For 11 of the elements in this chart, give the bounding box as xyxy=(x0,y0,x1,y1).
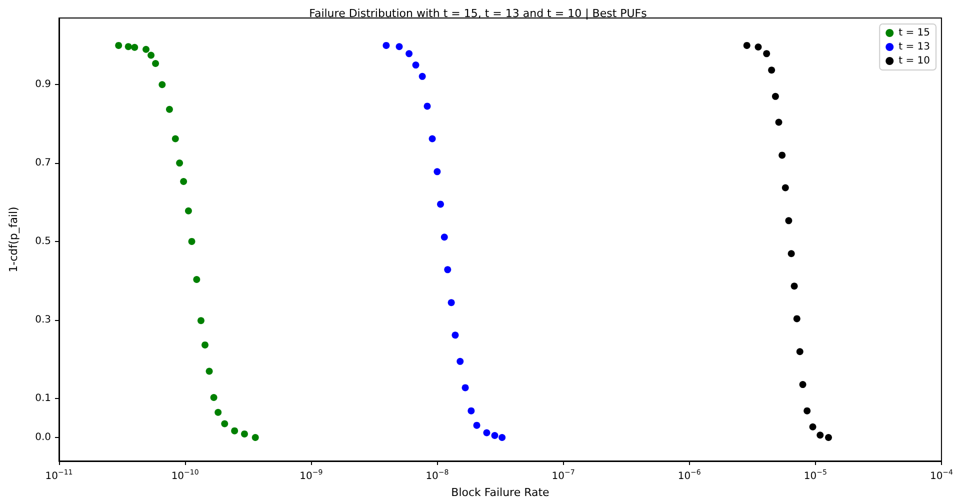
x-axis-title: Block Failure Rate xyxy=(451,486,550,499)
y-tick-label: 0.7 xyxy=(35,158,51,169)
y-tick-label: 0.5 xyxy=(35,236,51,247)
legend-label: t = 10 xyxy=(898,56,930,66)
y-tick-label: 0.9 xyxy=(35,79,51,90)
y-tick-label: 0.1 xyxy=(35,392,51,404)
y-tick-label: 0.3 xyxy=(35,314,51,326)
y-axis-title: 1-cdf(p_fail) xyxy=(7,206,20,272)
legend-label: t = 15 xyxy=(898,28,930,38)
legend-label: t = 13 xyxy=(898,42,930,52)
y-tick-label: 0.0 xyxy=(35,432,51,443)
